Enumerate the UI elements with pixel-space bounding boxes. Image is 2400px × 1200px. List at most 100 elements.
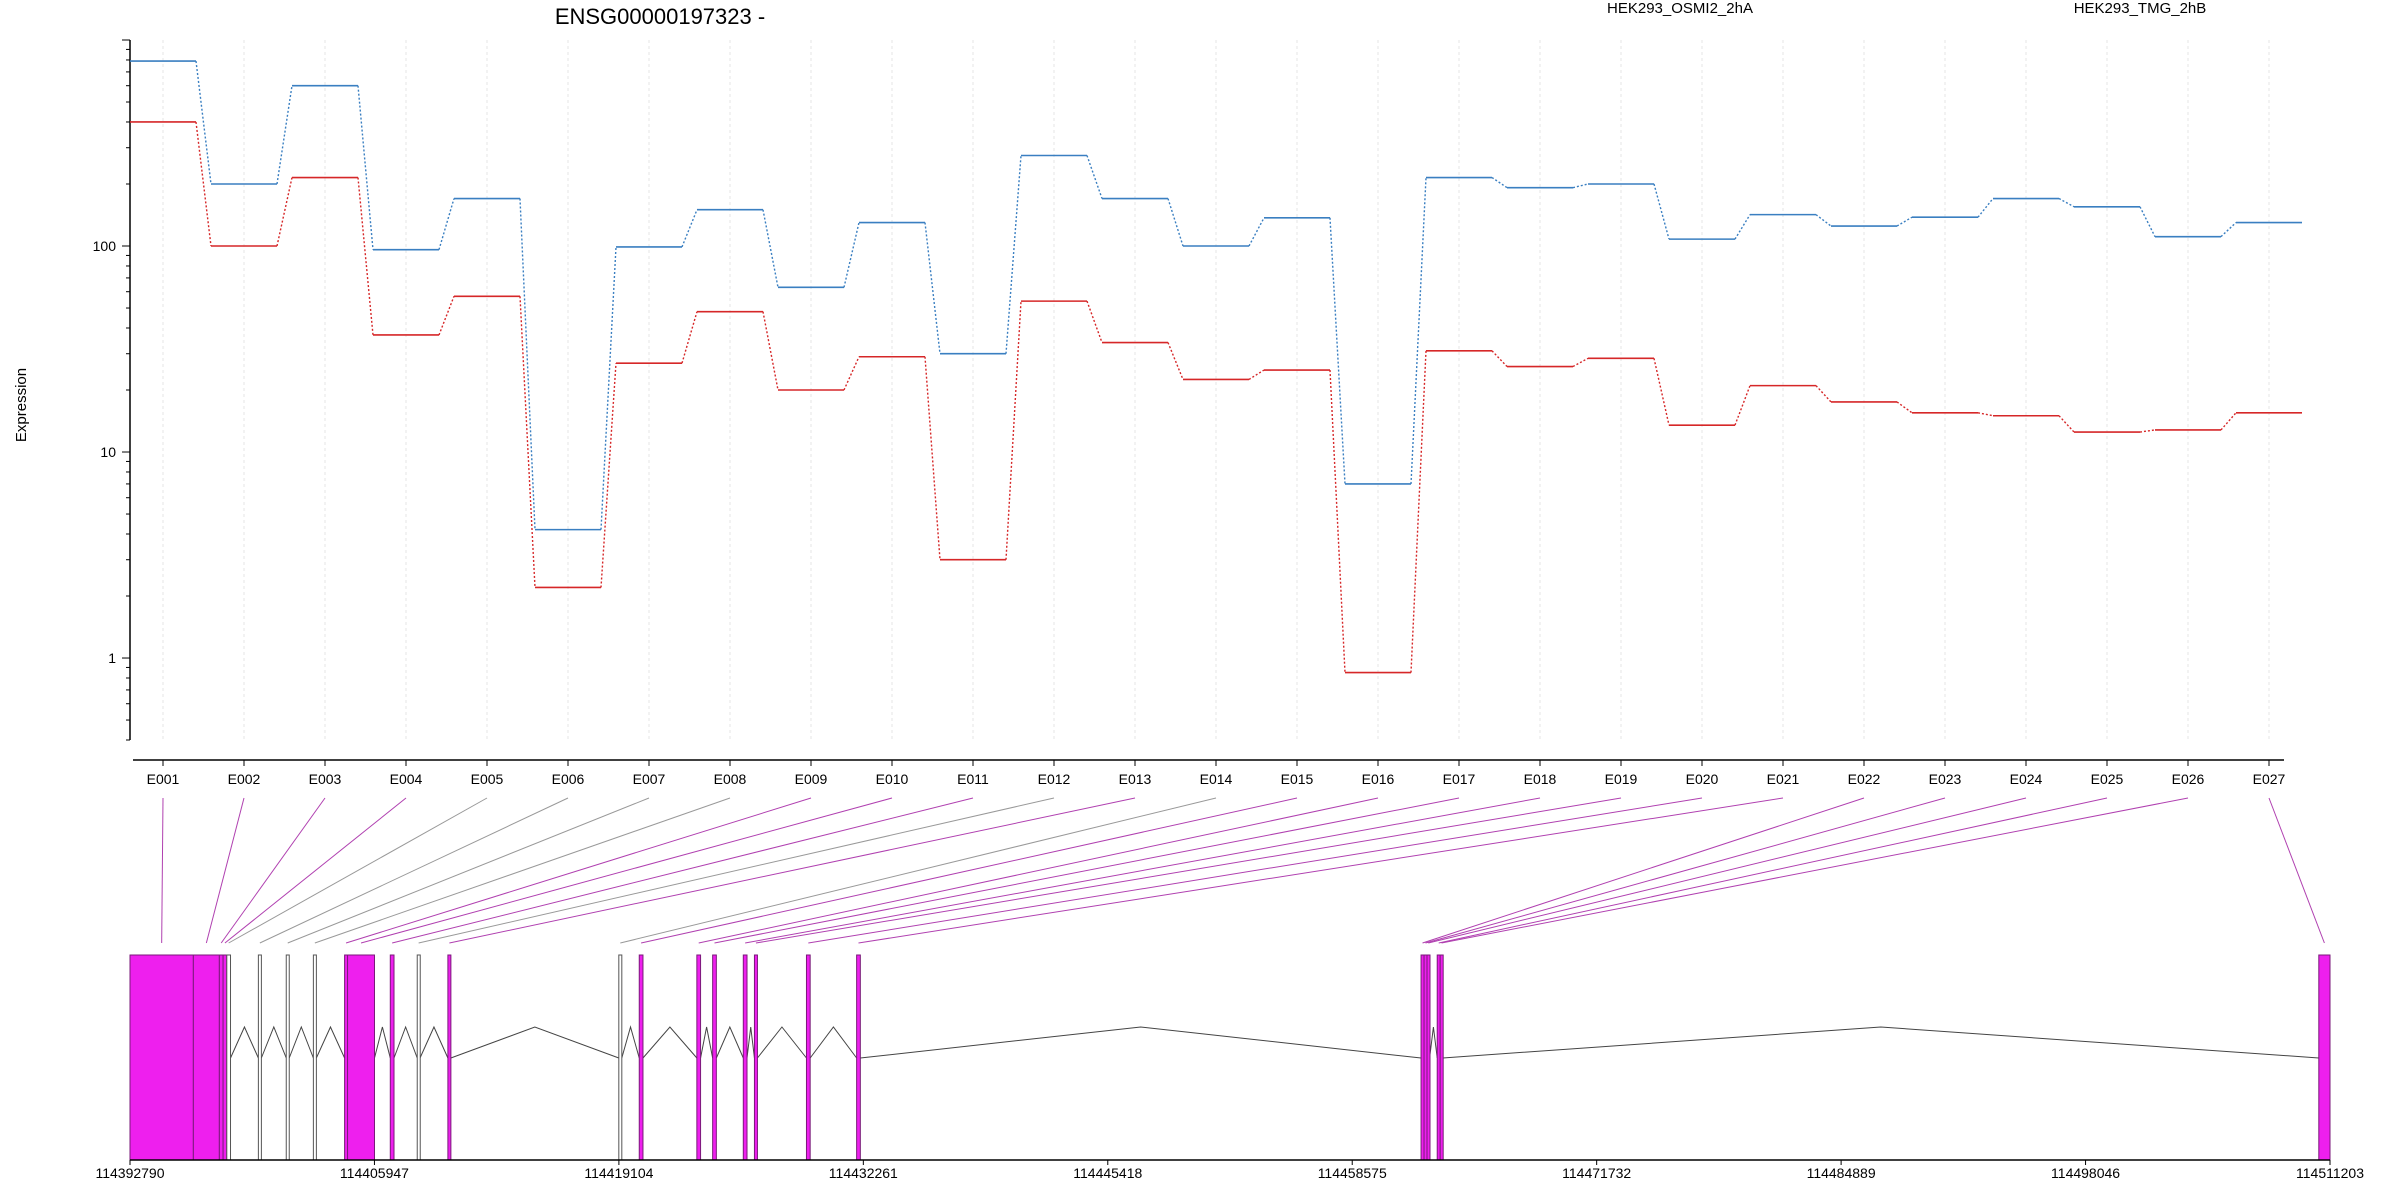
series-connector: [1977, 198, 1994, 218]
x-tick-label: E013: [1119, 771, 1152, 787]
exon-block: [285, 954, 290, 1161]
series-connector: [600, 363, 617, 588]
intron-line: [715, 1025, 744, 1059]
intron-line: [288, 1025, 314, 1059]
series-connector: [1491, 176, 1508, 189]
series-connector: [357, 177, 374, 336]
exon-connector: [224, 797, 407, 944]
x-tick-label: E026: [2172, 771, 2205, 787]
x-tick-label: E007: [633, 771, 666, 787]
y-axis: 1 10 100: [93, 39, 131, 741]
intron-line: [315, 1025, 346, 1059]
coordinate-tick-label: 114498046: [2051, 1165, 2120, 1181]
gene-structure: [129, 954, 2331, 1161]
series-connector: [762, 209, 779, 288]
exon-connector: [755, 797, 1622, 944]
series-connector: [681, 209, 698, 248]
exon-connector: [1438, 797, 2108, 944]
series-connector: [1653, 358, 1670, 426]
exon-connector: [641, 797, 1298, 944]
x-tick-label: E024: [2010, 771, 2043, 787]
series-connector: [1815, 214, 1832, 227]
series-connector: [2220, 222, 2237, 238]
x-tick-label: E005: [471, 771, 504, 787]
exon-connector: [345, 797, 812, 944]
exon-connector: [314, 797, 731, 944]
exon-connector: [205, 797, 245, 944]
series-connector: [1410, 177, 1427, 484]
series-connector: [438, 296, 455, 336]
series-connector: [1248, 369, 1265, 381]
x-tick-label: E021: [1767, 771, 1800, 787]
x-tick-label: E017: [1443, 771, 1476, 787]
exon-block: [696, 954, 702, 1161]
series-connector: [1086, 300, 1103, 343]
x-tick-label: E011: [957, 771, 989, 787]
exon-block: [312, 954, 317, 1161]
series-connector: [519, 198, 536, 530]
series-connector: [1329, 370, 1346, 673]
x-tick-label: E008: [714, 771, 747, 787]
exon-block: [447, 954, 452, 1161]
intron-line: [700, 1026, 714, 1059]
coordinate-tick-label: 114432261: [829, 1165, 898, 1181]
exon-block: [638, 954, 644, 1161]
intron-line: [393, 1025, 418, 1059]
x-tick-label: E018: [1524, 771, 1557, 787]
x-tick-label: E014: [1200, 771, 1233, 787]
exon-block: [856, 954, 861, 1161]
exon-block: [618, 954, 623, 1161]
series-connector: [762, 311, 779, 391]
series-connector: [1248, 217, 1265, 247]
series-connector: [1896, 216, 1913, 227]
series-connector: [1896, 401, 1913, 414]
exon-block: [218, 954, 224, 1161]
x-tick-label: E027: [2253, 771, 2286, 787]
y-tick-label: 100: [93, 238, 117, 254]
x-tick-label: E019: [1605, 771, 1638, 787]
coordinate-tick-label: 114392790: [95, 1165, 164, 1181]
intron-line: [757, 1026, 807, 1059]
intron-line: [450, 1026, 619, 1059]
series-connector: [1734, 385, 1751, 426]
series-lines: [130, 60, 2302, 674]
exon-block: [389, 954, 395, 1161]
series-connector: [1977, 412, 1994, 417]
series-connector: [1005, 155, 1022, 354]
series-connector: [1167, 342, 1184, 380]
x-tick-label: E006: [552, 771, 585, 787]
x-tick-label: E020: [1686, 771, 1719, 787]
series-connector: [1572, 357, 1589, 368]
exon-connector: [2268, 797, 2325, 944]
exon-connector: [808, 797, 1703, 944]
series-connector: [1329, 217, 1346, 484]
x-tick-label: E012: [1038, 771, 1071, 787]
exon-connector: [1441, 797, 2189, 944]
intron-line: [746, 1026, 755, 1059]
x-tick-label: E023: [1929, 771, 1962, 787]
coordinate-tick-label: 114458575: [1318, 1165, 1387, 1181]
exon-connector: [392, 797, 974, 944]
series-connector: [438, 198, 455, 250]
exon-connector: [620, 797, 1217, 944]
exon-connector: [287, 797, 650, 944]
exon-block: [222, 954, 228, 1161]
x-tick-label: E002: [228, 771, 261, 787]
exon-connector: [745, 797, 1541, 944]
series-connector: [924, 356, 941, 560]
series-connector: [2220, 412, 2237, 431]
intron-line: [374, 1026, 391, 1059]
series-connector: [276, 85, 293, 185]
series-connector: [1410, 350, 1427, 673]
exon-connector: [858, 797, 1784, 944]
intron-line: [621, 1025, 640, 1059]
x-tick-label: E009: [795, 771, 828, 787]
series-connector: [1167, 198, 1184, 247]
grid-lines: [162, 40, 2270, 740]
exon-block: [257, 954, 262, 1161]
exon-block: [192, 954, 220, 1161]
exon-block: [753, 954, 758, 1161]
exon-block: [347, 954, 376, 1161]
exon-block: [1439, 954, 1444, 1161]
